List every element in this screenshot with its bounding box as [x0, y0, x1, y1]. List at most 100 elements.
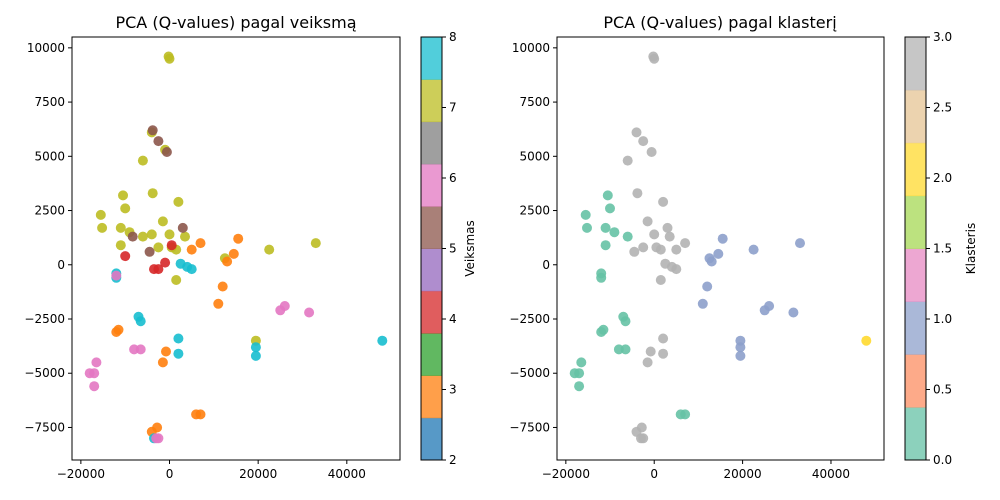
data-point-0-2-3 [195, 238, 206, 249]
colorbar-segment-1-1 [905, 354, 926, 408]
data-point-0-0-4 [147, 188, 158, 199]
colorbar-segment-0-2 [421, 333, 442, 376]
data-point-1-0-16 [576, 357, 587, 368]
colorbar-segment-0-7 [421, 121, 442, 165]
data-point-0-0-24 [310, 238, 321, 249]
data-point-1-1-7 [697, 298, 708, 309]
data-point-0-0-14 [153, 242, 164, 253]
colorbar-tick-label-1-5: 2.5 [933, 101, 952, 115]
data-point-1-1-3 [706, 256, 717, 267]
x-tick-label-1-0: −20000 [542, 467, 590, 481]
data-point-0-3-3 [120, 251, 131, 262]
data-point-0-1-4 [144, 246, 155, 257]
data-point-0-0-7 [95, 209, 106, 220]
data-point-1-3-22 [658, 333, 669, 344]
data-point-1-1-5 [795, 238, 805, 249]
y-tick-label-0-6: 7500 [34, 95, 65, 109]
colorbar-segment-0-4 [421, 248, 442, 292]
x-tick-label-0-3: 40000 [328, 467, 366, 481]
x-tick-label-0-0: −20000 [57, 467, 105, 481]
data-point-0-4-11 [377, 335, 388, 346]
colorbar-segment-0-1 [421, 375, 442, 419]
data-point-1-1-1 [713, 248, 724, 259]
colorbar-segment-1-4 [905, 195, 926, 250]
data-point-0-2-0 [233, 233, 244, 244]
data-point-0-1-1 [153, 136, 164, 147]
data-point-1-0-2 [600, 222, 611, 233]
y-tick-label-0-5: 5000 [34, 149, 65, 163]
data-point-0-5-3 [304, 307, 315, 318]
colorbar-tick-label-0-4: 6 [449, 171, 457, 185]
y-tick-label-1-4: 2500 [519, 204, 550, 218]
data-point-0-5-6 [91, 357, 102, 368]
data-point-1-1-10 [788, 307, 799, 318]
data-point-0-3-1 [153, 264, 164, 275]
colorbar-segment-1-6 [905, 89, 926, 144]
data-point-0-0-13 [146, 229, 157, 240]
data-point-1-0-18 [574, 368, 585, 379]
x-tick-label-1-2: 20000 [724, 467, 762, 481]
colorbar-segment-0-6 [421, 163, 442, 207]
colorbar-segment-1-7 [905, 37, 926, 91]
data-point-1-3-10 [649, 229, 660, 240]
data-point-1-0-13 [598, 324, 609, 335]
data-point-0-0-5 [118, 190, 128, 201]
data-point-0-0-23 [264, 244, 275, 255]
data-point-1-3-20 [671, 264, 682, 275]
y-tick-label-0-3: 0 [57, 258, 65, 272]
data-point-1-0-1 [582, 222, 592, 233]
data-point-1-3-25 [642, 357, 653, 368]
data-point-0-5-5 [135, 344, 146, 355]
y-tick-label-1-0: −7500 [509, 420, 550, 434]
y-tick-label-1-2: −2500 [509, 312, 550, 326]
x-tick-label-1-3: 40000 [812, 467, 850, 481]
data-point-1-3-11 [664, 231, 675, 242]
data-point-1-3-9 [662, 222, 673, 233]
data-point-0-2-5 [217, 281, 228, 292]
data-point-0-2-12 [191, 409, 202, 420]
colorbar-tick-label-0-1: 3 [449, 383, 457, 397]
colorbar-segment-0-8 [421, 79, 442, 123]
chart-title-0: PCA (Q-values) pagal veiksmą [115, 13, 356, 32]
colorbar-segment-1-3 [905, 248, 926, 302]
data-point-1-3-23 [658, 348, 669, 359]
plot-frame-0 [71, 36, 401, 461]
data-point-1-1-12 [735, 342, 746, 353]
data-point-0-4-6 [135, 316, 146, 327]
y-tick-label-1-6: 7500 [519, 95, 550, 109]
colorbar-tick-label-0-5: 7 [449, 101, 457, 115]
data-point-0-0-3 [137, 155, 148, 166]
colorbar-tick-label-0-2: 4 [449, 312, 457, 326]
colorbar-tick-label-1-1: 0.5 [933, 383, 952, 397]
data-point-0-1-3 [177, 222, 188, 233]
data-point-0-3-2 [160, 257, 171, 268]
colorbar-segment-0-9 [421, 37, 442, 80]
data-point-0-5-2 [275, 305, 286, 316]
data-point-1-3-5 [622, 155, 633, 166]
data-point-1-2-0 [861, 335, 872, 346]
data-point-0-2-9 [161, 346, 171, 357]
data-point-1-0-7 [622, 231, 633, 242]
data-point-0-2-1 [228, 248, 239, 259]
data-point-1-0-3 [602, 190, 613, 201]
data-point-0-0-15 [164, 229, 175, 240]
data-point-1-0-19 [574, 381, 585, 392]
colorbar-segment-1-0 [905, 407, 926, 461]
data-point-0-2-8 [113, 324, 124, 335]
data-point-1-0-5 [600, 240, 611, 251]
data-point-0-0-8 [97, 222, 108, 233]
y-tick-label-0-2: −2500 [24, 312, 65, 326]
data-point-1-1-13 [735, 350, 746, 361]
data-point-0-5-11 [151, 433, 162, 444]
data-point-0-3-4 [166, 240, 177, 251]
data-point-1-0-15 [620, 344, 631, 355]
data-point-0-4-2 [186, 264, 197, 275]
data-point-0-5-0 [111, 270, 122, 281]
data-point-1-3-24 [645, 346, 656, 357]
y-tick-label-1-5: 5000 [519, 149, 550, 163]
data-point-0-2-6 [213, 298, 224, 309]
data-point-1-1-0 [717, 233, 728, 244]
data-point-0-2-4 [186, 244, 197, 255]
chart-title-1: PCA (Q-values) pagal klasterį [603, 13, 837, 32]
